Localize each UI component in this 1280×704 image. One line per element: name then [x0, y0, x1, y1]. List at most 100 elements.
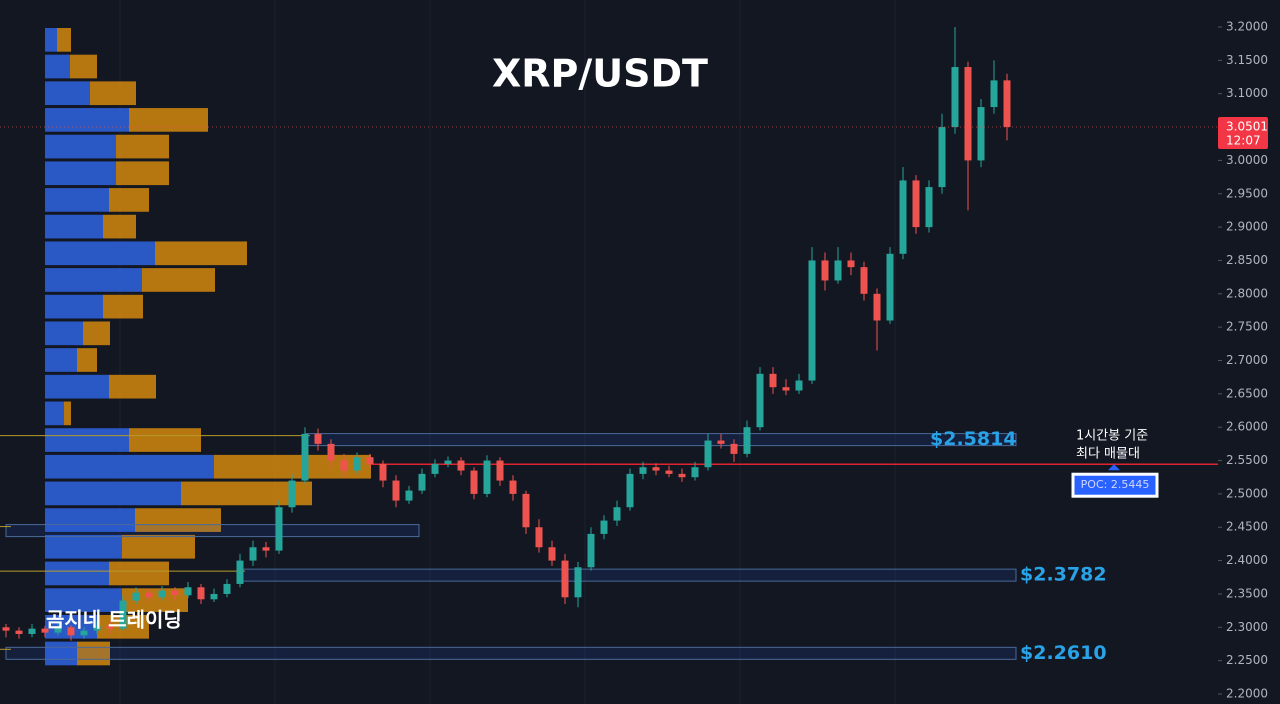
candle-body [1003, 80, 1011, 127]
candle-body [301, 433, 309, 481]
volume-profile-bar [45, 321, 83, 346]
volume-profile-bar [103, 294, 143, 319]
candle-body [28, 628, 36, 634]
candle-body [964, 67, 972, 161]
watermark: 곰지네 트레이딩 [46, 608, 182, 632]
candle-body [457, 460, 465, 471]
candle-body [899, 180, 907, 254]
volume-profile-bar [45, 188, 109, 212]
candle-body [535, 527, 543, 548]
y-tick-label: 2.2500 [1226, 653, 1268, 667]
candle-body [353, 457, 361, 471]
candle-body [951, 67, 959, 128]
volume-profile-bar [214, 454, 371, 479]
candle-body [938, 127, 946, 188]
candle-body [184, 587, 192, 596]
volume-profile-bar [129, 428, 201, 452]
candle-body [418, 473, 426, 491]
candle-body [912, 180, 920, 228]
zone-label: $2.2610 [1020, 642, 1107, 664]
candle-body [392, 480, 400, 501]
poc-box [1071, 472, 1159, 498]
volume-profile-bar [45, 161, 116, 186]
candle-body [496, 460, 504, 481]
zone-box [304, 433, 1017, 447]
candle-body [106, 625, 114, 629]
y-tick-label: 3.2000 [1226, 20, 1268, 34]
y-tick-label: 3.1000 [1226, 86, 1268, 100]
candle-body [873, 293, 881, 321]
candle-body [925, 187, 933, 228]
candle-body [639, 467, 647, 474]
candle-body [808, 260, 816, 381]
volume-profile-bar [70, 54, 97, 79]
volume-profile-bar [45, 241, 155, 266]
y-tick-label: 2.7500 [1226, 320, 1268, 334]
zone-box [5, 646, 1017, 660]
y-tick-label: 2.9500 [1226, 186, 1268, 200]
volume-profile-bar [135, 508, 221, 532]
volume-profile-bar [64, 401, 71, 426]
candle-body [41, 628, 49, 633]
y-tick-label: 3.0000 [1226, 153, 1268, 167]
volume-profile-bar [109, 374, 156, 399]
volume-profile-bar [45, 374, 109, 399]
candle-body [327, 443, 335, 461]
candle-body [197, 587, 205, 600]
y-tick-label: 2.6500 [1226, 386, 1268, 400]
y-tick-label: 2.7000 [1226, 353, 1268, 367]
candle-body [626, 473, 634, 508]
volume-profile-bar [45, 508, 135, 532]
candle-body [782, 387, 790, 391]
candle-body [756, 373, 764, 428]
volume-profile-bar [83, 321, 110, 346]
candle-body [678, 473, 686, 478]
y-tick-label: 2.9000 [1226, 220, 1268, 234]
poc-pointer [1108, 464, 1120, 471]
volume-profile-bar [116, 134, 169, 159]
candle-body [977, 107, 985, 161]
candle-body [769, 373, 777, 388]
candle-body [15, 630, 23, 634]
candle-body [80, 630, 88, 636]
y-tick-label: 2.4000 [1226, 553, 1268, 567]
candle-body [210, 593, 218, 600]
candle-body [587, 533, 595, 568]
volume-profile-bar [57, 28, 71, 52]
candle-body [483, 460, 491, 494]
candle-body [470, 470, 478, 494]
y-tick-label: 2.5000 [1226, 486, 1268, 500]
volume-profile-bar [45, 481, 181, 506]
volume-profile-bar [77, 348, 97, 372]
y-tick-label: 2.8500 [1226, 253, 1268, 267]
candle-body [574, 567, 582, 598]
candle-body [340, 460, 348, 471]
last-price-badge [1218, 116, 1268, 149]
y-tick-label: 2.3000 [1226, 620, 1268, 634]
volume-profile-bar [109, 561, 169, 586]
y-tick-label: 2.3500 [1226, 586, 1268, 600]
candle-body [288, 480, 296, 508]
volume-profile-bar [103, 214, 136, 239]
last-price: 3.0501 [1226, 119, 1268, 133]
volume-profile-bar [142, 268, 215, 292]
candle-body [132, 592, 140, 601]
candle-body [509, 480, 517, 494]
y-tick-label: 2.5500 [1226, 453, 1268, 467]
volume-profile-bar [90, 81, 136, 106]
poc-label: POC: 2.5445 [1081, 478, 1150, 491]
candle-body [444, 460, 452, 464]
volume-profile-bar [45, 108, 129, 132]
candle-body [262, 547, 270, 551]
volume-profile-bar [45, 54, 70, 79]
candle-body [366, 457, 374, 464]
candle-body [249, 547, 257, 561]
grid [119, 0, 896, 704]
volume-profile-bar [116, 161, 169, 186]
candle-body [119, 600, 127, 629]
volume-profile-bar [45, 28, 57, 52]
candle-body [886, 253, 894, 321]
candle-body [795, 380, 803, 391]
